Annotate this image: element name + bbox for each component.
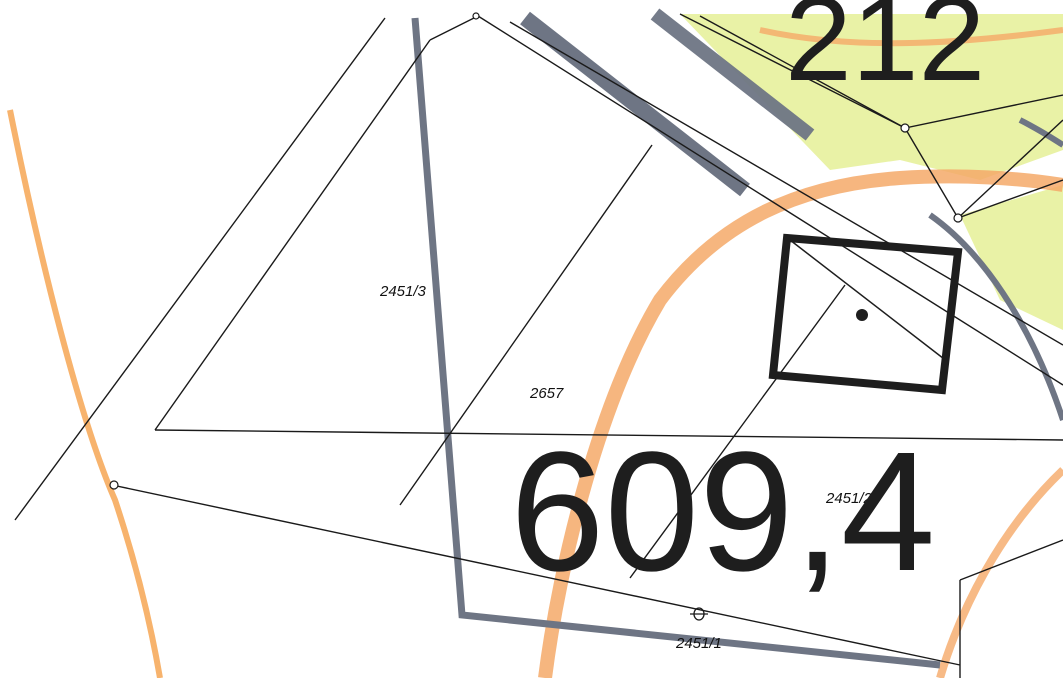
forest-area-top: [680, 14, 1063, 180]
forest-area-right: [960, 185, 1063, 330]
road-edge-lower: [411, 17, 941, 669]
parcel-label-2451-3: 2451/3: [379, 283, 427, 300]
contour-line-lower-right: [936, 467, 1063, 678]
elevation-label: 609,4: [510, 417, 935, 607]
parcel-label-2657: 2657: [529, 385, 564, 402]
road-edge-right: [928, 212, 1063, 421]
contour-line-top: [759, 27, 1063, 47]
contour-line-main: [538, 169, 1063, 678]
road-edge-upper-2: [650, 8, 815, 141]
survey-point-symbol: [472, 12, 480, 20]
road-edge-top-right: [1018, 117, 1063, 148]
parcel-label-2451-2: 2451/2: [825, 490, 873, 507]
top-number-label: 212: [785, 0, 985, 106]
boundary-mark-symbol: [690, 607, 708, 621]
building-square-symbol: [768, 233, 963, 395]
parcel-label-2451-1: 2451/1: [675, 635, 722, 652]
survey-point-symbol: [109, 480, 119, 490]
survey-point-symbol: [953, 213, 963, 223]
contour-line-left: [7, 109, 163, 678]
survey-point-symbol: [900, 123, 910, 133]
